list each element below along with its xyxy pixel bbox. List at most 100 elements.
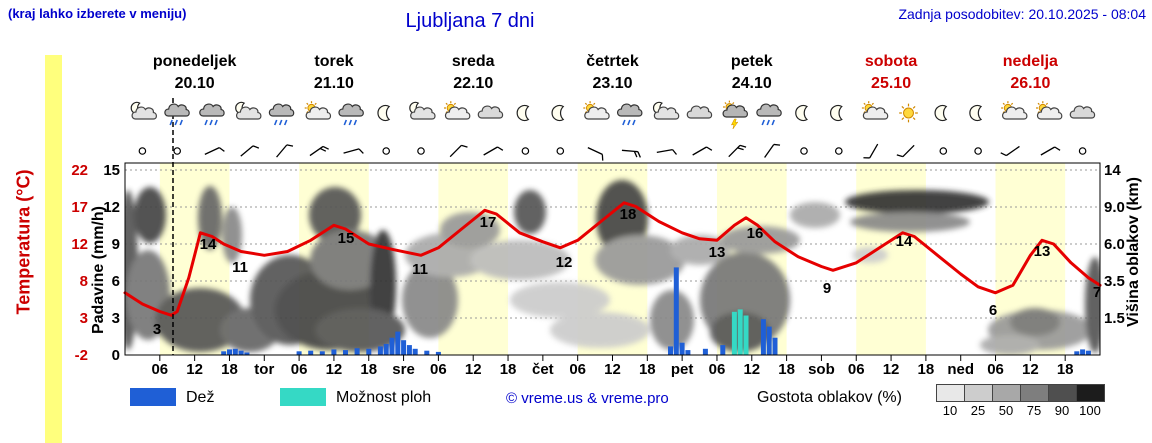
rain-bar — [766, 326, 772, 355]
weather-icon-sun-cloud — [443, 101, 471, 120]
day-name: ponedeljek — [153, 53, 237, 70]
shower-bar — [743, 315, 749, 355]
copyright-link[interactable]: © vreme.us & vreme.pro — [506, 390, 669, 407]
rain-bar — [238, 350, 244, 355]
cloud-blob — [470, 240, 570, 280]
rain-bar — [401, 340, 407, 355]
rain-bar — [383, 343, 389, 355]
cloud-density-step — [1020, 385, 1048, 401]
time-tick-label: 06 — [987, 361, 1004, 378]
rain-bar — [232, 348, 238, 355]
cloud-blob — [134, 187, 166, 243]
temp-tick-label: 22 — [71, 162, 88, 179]
time-tick-label: 18 — [639, 361, 656, 378]
precip-tick-label: 3 — [112, 310, 120, 327]
time-tick-label: 12 — [883, 361, 900, 378]
weather-icon-moon — [795, 104, 808, 122]
time-tick-label: 18 — [778, 361, 795, 378]
time-tick-label: čet — [532, 361, 554, 378]
cloud-density-step — [992, 385, 1020, 401]
cloud-density-scale-labels: 10 25 50 75 90 100 — [936, 403, 1104, 418]
temp-value-label: 11 — [412, 261, 428, 278]
temp-value-label: 18 — [620, 206, 637, 223]
wind-calm-icon — [1078, 147, 1087, 155]
rain-bar — [221, 351, 227, 355]
temp-value-label: 11 — [232, 259, 248, 276]
temp-tick-label: 8 — [80, 273, 88, 290]
cloud-blob — [1010, 308, 1060, 336]
temp-value-label: 17 — [480, 214, 497, 231]
cloud-density-step-label: 75 — [1026, 403, 1042, 418]
rain-bar — [227, 349, 232, 355]
wind-barb-icon — [449, 144, 468, 158]
precip-tick-label: 15 — [103, 162, 120, 179]
weather-icon-moon-cloud — [652, 101, 680, 120]
time-tick-label: sre — [392, 361, 415, 378]
weather-icon-moon — [551, 104, 565, 122]
wind-barb-icon — [483, 146, 504, 156]
weather-icon-sun-cloud — [861, 101, 889, 120]
legend-showers-swatch — [280, 388, 326, 406]
weather-icon-cloud-rain — [268, 103, 295, 126]
rain-bar — [679, 342, 685, 355]
cloud-blob — [980, 335, 1040, 355]
rain-bar — [319, 351, 325, 355]
weather-icon-sun-cloud — [583, 101, 610, 120]
temp-value-label: 14 — [200, 236, 217, 253]
axis-title-cloud-height: Višina oblakov (km) — [1125, 177, 1142, 327]
wind-barb-icon — [204, 147, 225, 155]
temp-value-label: 9 — [823, 280, 831, 297]
temp-value-label: 7 — [1093, 284, 1101, 301]
wind-barb-icon — [343, 148, 364, 154]
location-hint: (kraj lahko izberete v meniju) — [8, 6, 187, 21]
wind-barb-icon — [764, 143, 781, 158]
time-tick-label: ned — [947, 361, 974, 378]
temperature-curve — [123, 201, 1102, 317]
rain-bar — [377, 346, 383, 355]
temp-value-label: 3 — [153, 321, 161, 338]
time-tick-label: pet — [671, 361, 694, 378]
shower-bar — [731, 311, 737, 355]
day-date: 23.10 — [592, 75, 632, 92]
weather-icon-moon — [934, 104, 948, 122]
time-tick-label: 06 — [151, 361, 168, 378]
rain-bar — [668, 346, 673, 355]
rain-bar — [343, 350, 348, 355]
legend-rain-swatch — [130, 388, 176, 406]
wind-barb-icon — [1040, 146, 1061, 156]
time-tick-label: 06 — [430, 361, 447, 378]
time-tick-label: 06 — [291, 361, 308, 378]
temp-tick-label: 17 — [71, 199, 88, 216]
cloud-density-step-label: 90 — [1054, 403, 1070, 418]
day-name: sreda — [452, 53, 495, 70]
time-tick-label: 18 — [360, 361, 377, 378]
wind-barb-icon — [863, 143, 879, 159]
wind-calm-icon — [800, 147, 808, 155]
wind-barb-icon — [621, 149, 641, 158]
weather-icon-moon — [829, 104, 843, 122]
cloud-blob — [790, 202, 840, 228]
rain-bar — [673, 267, 679, 355]
weather-icon-sun-cloud — [304, 101, 332, 120]
time-tick-label: 12 — [1022, 361, 1039, 378]
weather-icon-moon — [969, 104, 983, 122]
wind-calm-icon — [173, 147, 181, 155]
wind-calm-icon — [974, 147, 982, 155]
temp-value-label: 15 — [338, 230, 355, 247]
legend-cloud-density-label: Gostota oblakov (%) — [757, 389, 902, 406]
cloud-blob — [510, 282, 610, 318]
time-tick-label: 12 — [326, 361, 343, 378]
legend-rain-label: Dež — [186, 389, 215, 406]
wind-calm-icon — [417, 147, 425, 155]
rain-bar — [296, 351, 302, 355]
wind-calm-icon — [556, 147, 565, 155]
rain-bar — [720, 345, 726, 355]
rain-bar — [406, 345, 412, 355]
cloud-blob — [720, 226, 800, 254]
rain-bar — [435, 351, 441, 355]
cloud-density-scale — [936, 384, 1105, 402]
time-tick-label: 06 — [848, 361, 865, 378]
cloud-density-step-label: 25 — [970, 403, 986, 418]
precip-tick-label: 9 — [112, 236, 120, 253]
